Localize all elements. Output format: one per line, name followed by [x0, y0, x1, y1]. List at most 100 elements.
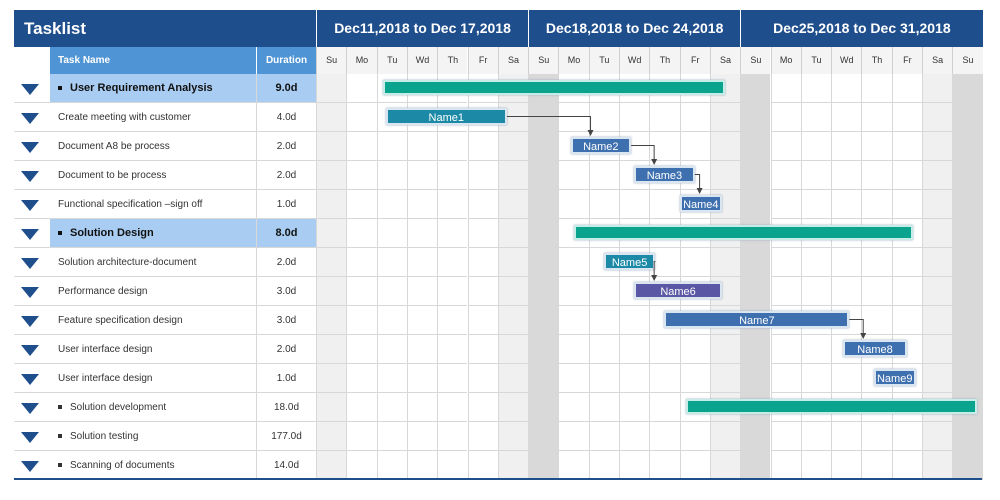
day-cell [406, 306, 438, 335]
expand-toggle[interactable] [14, 306, 50, 335]
task-duration-cell[interactable]: 18.0d [256, 393, 316, 422]
task-row[interactable]: User interface design 2.0d [14, 335, 983, 364]
task-name-cell[interactable]: Solution architecture-document [50, 248, 256, 277]
task-name-cell[interactable]: Scanning of documents [50, 451, 256, 480]
task-bar[interactable]: Name8 [843, 340, 907, 357]
column-header-task-name[interactable]: Task Name [50, 47, 256, 74]
expand-toggle[interactable] [14, 364, 50, 393]
task-bar[interactable]: Name1 [385, 108, 507, 125]
task-name-cell[interactable]: Performance design [50, 277, 256, 306]
task-bar[interactable]: Name7 [664, 311, 850, 328]
day-cell [346, 248, 377, 277]
task-duration-cell[interactable]: 2.0d [256, 132, 316, 161]
task-row[interactable]: User interface design 1.0d [14, 364, 983, 393]
task-row[interactable]: Create meeting with customer 4.0d [14, 103, 983, 132]
day-cell [922, 161, 953, 190]
task-name-cell[interactable]: User interface design [50, 364, 256, 393]
expand-toggle[interactable] [14, 277, 50, 306]
day-cell [528, 422, 559, 451]
day-header: Th [649, 47, 680, 74]
column-header-duration[interactable]: Duration [256, 47, 316, 74]
expand-toggle[interactable] [14, 132, 50, 161]
task-name-cell[interactable]: Solution development [50, 393, 256, 422]
task-name-text: Document to be process [58, 170, 167, 181]
day-cell [649, 451, 680, 480]
task-bar[interactable]: Name5 [603, 253, 656, 270]
day-cell [770, 103, 801, 132]
task-name-text: User interface design [58, 373, 153, 384]
task-name-cell[interactable]: Document to be process [50, 161, 256, 190]
expand-toggle[interactable] [14, 451, 50, 480]
task-duration-cell[interactable]: 2.0d [256, 248, 316, 277]
day-cell [740, 161, 771, 190]
task-duration-cell[interactable]: 1.0d [256, 190, 316, 219]
expand-toggle[interactable] [14, 103, 50, 132]
task-name-cell[interactable]: Feature specification design [50, 306, 256, 335]
task-name-text: Document A8 be process [58, 141, 170, 152]
task-duration-cell[interactable]: 1.0d [256, 364, 316, 393]
task-row[interactable]: Document A8 be process 2.0d [14, 132, 983, 161]
task-name-cell[interactable]: Solution testing [50, 422, 256, 451]
triangle-down-icon [21, 113, 39, 124]
task-name-cell[interactable]: Create meeting with customer [50, 103, 256, 132]
task-duration-cell[interactable]: 3.0d [256, 277, 316, 306]
task-duration-cell[interactable]: 9.0d [256, 74, 316, 103]
task-name-cell[interactable]: User interface design [50, 335, 256, 364]
expand-toggle[interactable] [14, 248, 50, 277]
day-cell [861, 277, 892, 306]
day-cell [861, 364, 892, 393]
task-duration-cell[interactable]: 177.0d [256, 422, 316, 451]
expand-toggle[interactable] [14, 393, 50, 422]
task-duration-cell[interactable]: 8.0d [256, 219, 316, 248]
task-duration-cell[interactable]: 3.0d [256, 306, 316, 335]
day-cell [467, 248, 498, 277]
day-cell [831, 248, 862, 277]
summary-bar[interactable] [685, 399, 977, 414]
task-duration-cell[interactable]: 2.0d [256, 161, 316, 190]
day-cell [467, 277, 498, 306]
expand-toggle[interactable] [14, 422, 50, 451]
day-header: Th [861, 47, 892, 74]
task-row[interactable]: Performance design 3.0d [14, 277, 983, 306]
expand-toggle[interactable] [14, 74, 50, 103]
day-cell [831, 103, 862, 132]
task-bar[interactable]: Name4 [679, 195, 722, 212]
task-name-text: Solution Design [70, 227, 154, 239]
expand-toggle[interactable] [14, 219, 50, 248]
task-row[interactable]: Functional specification –sign off 1.0d [14, 190, 983, 219]
triangle-down-icon [21, 316, 39, 327]
task-row[interactable]: Document to be process 2.0d [14, 161, 983, 190]
day-cell [376, 248, 407, 277]
day-cell [922, 248, 953, 277]
day-cell [649, 103, 680, 132]
expand-toggle[interactable] [14, 190, 50, 219]
task-duration-cell[interactable]: 2.0d [256, 335, 316, 364]
task-name-cell[interactable]: Functional specification –sign off [50, 190, 256, 219]
task-duration-cell[interactable]: 4.0d [256, 103, 316, 132]
day-cell [528, 161, 559, 190]
day-cell [831, 277, 862, 306]
task-duration-cell[interactable]: 14.0d [256, 451, 316, 480]
task-row[interactable]: Solution architecture-document 2.0d [14, 248, 983, 277]
day-cell [861, 248, 892, 277]
summary-bar[interactable] [382, 80, 726, 95]
task-name-cell[interactable]: Solution Design [50, 219, 256, 248]
task-name-cell[interactable]: Document A8 be process [50, 132, 256, 161]
day-cell [922, 103, 953, 132]
summary-bar[interactable] [573, 225, 913, 240]
day-cell [316, 306, 347, 335]
expand-toggle[interactable] [14, 161, 50, 190]
task-bar[interactable]: Name3 [634, 166, 695, 183]
task-bar[interactable]: Name2 [570, 137, 632, 154]
task-bar[interactable]: Name6 [634, 282, 722, 299]
task-name-cell[interactable]: User Requirement Analysis [50, 74, 256, 103]
task-bar[interactable]: Name9 [873, 369, 916, 386]
day-cell [437, 306, 468, 335]
day-cell [437, 393, 468, 422]
task-row[interactable]: Solution testing 177.0d [14, 422, 983, 451]
summary-task-row[interactable]: Solution Design 8.0d [14, 219, 983, 248]
day-cell [952, 277, 983, 306]
task-row[interactable]: Scanning of documents 14.0d [14, 451, 983, 480]
day-cell [376, 451, 407, 480]
expand-toggle[interactable] [14, 335, 50, 364]
